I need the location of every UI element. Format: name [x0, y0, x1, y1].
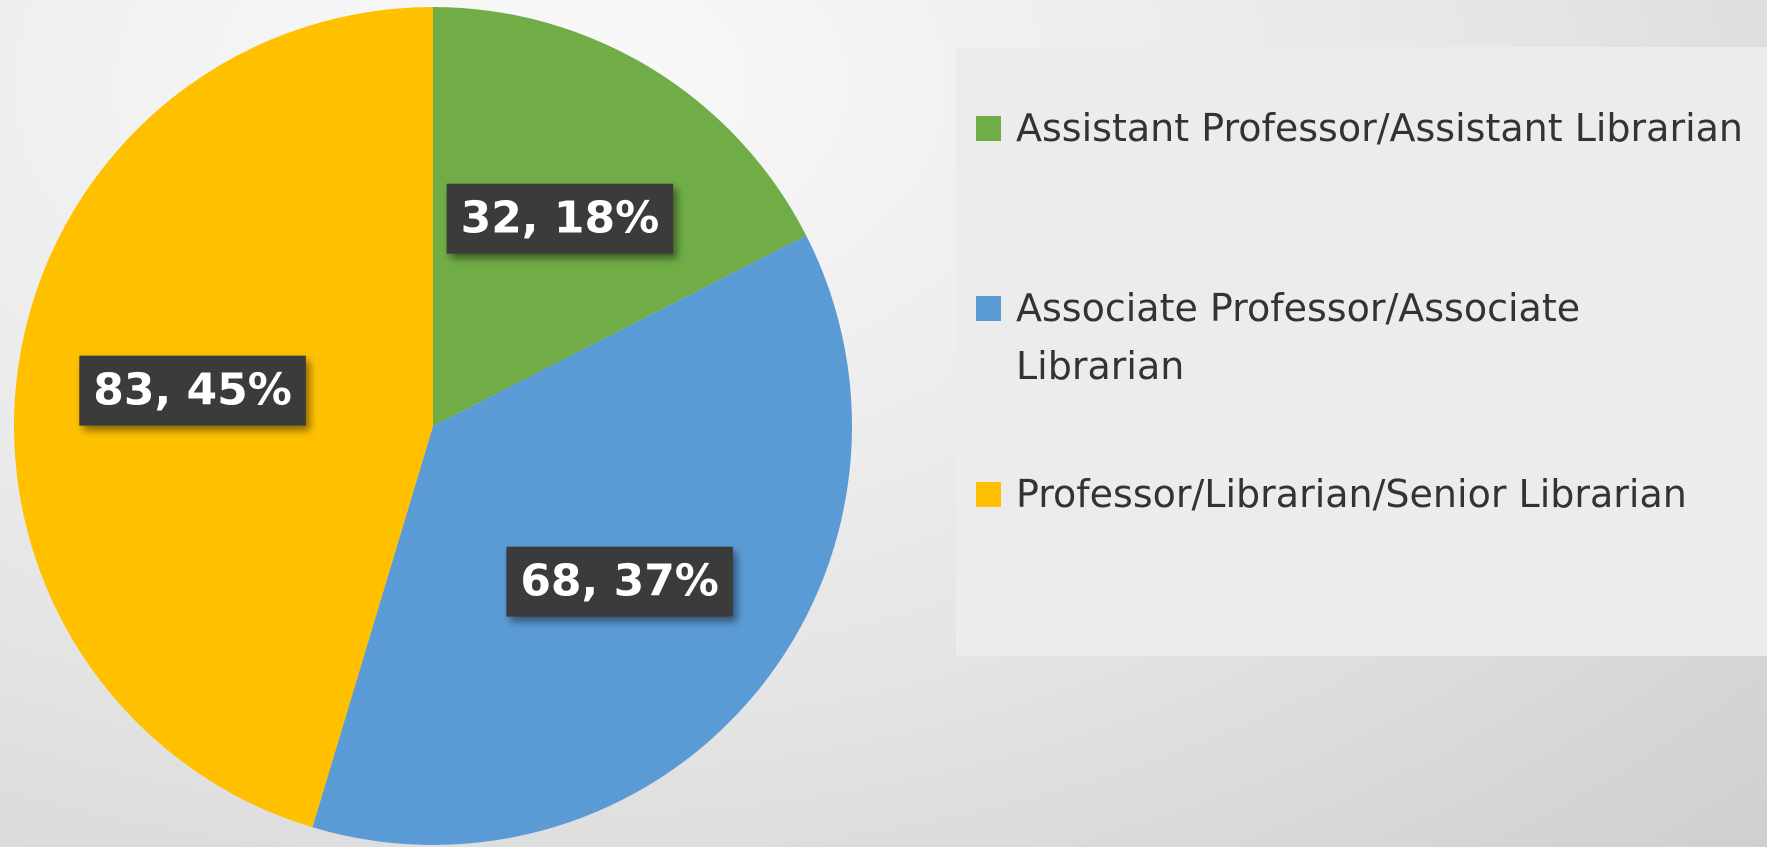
- legend-label: Professor/Librarian/Senior Librarian: [1016, 472, 1687, 516]
- legend-label: Assistant Professor/Assistant Librarian: [1016, 106, 1744, 150]
- data-label: 32, 18%: [446, 183, 674, 254]
- data-label: 68, 37%: [506, 546, 733, 617]
- data-label-text: 83, 45%: [93, 365, 292, 416]
- data-label: 83, 45%: [79, 355, 306, 426]
- legend-label: Associate Professor/Associate Librarian: [1016, 286, 1581, 388]
- data-label-box: [79, 355, 306, 426]
- pie-slice: [312, 235, 853, 846]
- legend-item: Professor/Librarian/Senior Librarian: [976, 465, 1756, 523]
- legend: Assistant Professor/Assistant Librarian A…: [956, 47, 1767, 656]
- legend-item: Assistant Professor/Assistant Librarian: [976, 99, 1756, 157]
- legend-swatch: [976, 116, 1001, 141]
- data-label-text: 68, 37%: [520, 556, 719, 607]
- data-label-box: [446, 183, 674, 254]
- legend-swatch: [976, 482, 1001, 507]
- data-label-text: 32, 18%: [461, 193, 660, 244]
- legend-swatch: [976, 296, 1001, 321]
- legend-item: Associate Professor/Associate Librarian: [976, 279, 1756, 395]
- data-label-box: [506, 546, 733, 617]
